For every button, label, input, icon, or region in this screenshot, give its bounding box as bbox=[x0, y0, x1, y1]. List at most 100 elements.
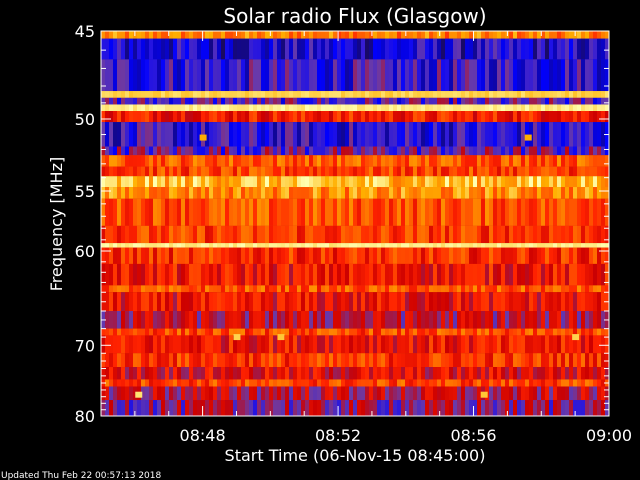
band-cell bbox=[193, 187, 197, 199]
band-cell bbox=[177, 176, 181, 188]
band-cell bbox=[561, 187, 565, 199]
band-cell bbox=[117, 155, 121, 167]
band-cell bbox=[441, 111, 445, 123]
band-cell bbox=[153, 247, 157, 264]
band-cell bbox=[505, 247, 509, 264]
band-cell bbox=[469, 292, 473, 311]
band-cell bbox=[313, 166, 317, 177]
band-cell bbox=[433, 104, 437, 111]
band-cell bbox=[169, 31, 173, 39]
band-cell bbox=[197, 38, 201, 60]
band-cell bbox=[273, 263, 277, 286]
band-cell bbox=[277, 59, 281, 92]
band-cell bbox=[321, 198, 325, 226]
band-cell bbox=[533, 155, 537, 167]
band-cell bbox=[385, 379, 389, 387]
band-cell bbox=[261, 187, 265, 199]
band-cell bbox=[401, 247, 405, 264]
band-cell bbox=[225, 311, 229, 329]
band-cell bbox=[461, 292, 465, 311]
band-cell bbox=[161, 198, 165, 226]
band-cell bbox=[397, 91, 401, 98]
band-cell bbox=[529, 155, 533, 167]
band-cell bbox=[513, 247, 517, 264]
band-cell bbox=[101, 104, 105, 111]
band-cell bbox=[277, 166, 281, 177]
band-cell bbox=[369, 247, 373, 264]
band-cell bbox=[305, 122, 309, 147]
band-cell bbox=[589, 59, 593, 92]
band-cell bbox=[441, 247, 445, 264]
band-cell bbox=[493, 400, 497, 416]
band-cell bbox=[189, 31, 193, 39]
band-cell bbox=[173, 38, 177, 60]
band-cell bbox=[445, 379, 449, 387]
band-cell bbox=[273, 353, 277, 368]
band-cell bbox=[425, 367, 429, 380]
band-cell bbox=[465, 146, 469, 156]
band-cell bbox=[505, 176, 509, 188]
band-cell bbox=[545, 176, 549, 188]
band-cell bbox=[521, 176, 525, 188]
band-cell bbox=[269, 146, 273, 156]
band-cell bbox=[577, 198, 581, 226]
band-cell bbox=[389, 198, 393, 226]
band-cell bbox=[177, 155, 181, 167]
band-cell bbox=[361, 97, 365, 105]
band-cell bbox=[297, 379, 301, 387]
band-cell bbox=[465, 198, 469, 226]
band-cell bbox=[125, 379, 129, 387]
spectrogram-band bbox=[101, 263, 609, 286]
band-cell bbox=[165, 400, 169, 416]
band-cell bbox=[189, 166, 193, 177]
band-cell bbox=[461, 38, 465, 60]
band-cell bbox=[493, 97, 497, 105]
band-cell bbox=[389, 111, 393, 123]
band-cell bbox=[573, 225, 577, 244]
band-cell bbox=[273, 104, 277, 111]
band-cell bbox=[349, 243, 353, 248]
band-cell bbox=[165, 328, 169, 336]
band-cell bbox=[253, 367, 257, 380]
band-cell bbox=[197, 263, 201, 286]
band-cell bbox=[377, 386, 381, 401]
band-cell bbox=[477, 335, 481, 354]
band-cell bbox=[265, 285, 269, 293]
band-cell bbox=[145, 122, 149, 147]
band-cell bbox=[361, 400, 365, 416]
band-cell bbox=[481, 225, 485, 244]
band-cell bbox=[261, 311, 265, 329]
band-cell bbox=[401, 335, 405, 354]
band-cell bbox=[385, 176, 389, 188]
band-cell bbox=[157, 379, 161, 387]
band-cell bbox=[205, 247, 209, 264]
band-cell bbox=[477, 285, 481, 293]
band-cell bbox=[533, 198, 537, 226]
band-cell bbox=[173, 335, 177, 354]
band-cell bbox=[353, 111, 357, 123]
band-cell bbox=[505, 111, 509, 123]
band-cell bbox=[433, 247, 437, 264]
band-cell bbox=[313, 328, 317, 336]
band-cell bbox=[605, 285, 609, 293]
band-cell bbox=[261, 400, 265, 416]
band-cell bbox=[449, 243, 453, 248]
band-cell bbox=[561, 335, 565, 354]
band-cell bbox=[381, 122, 385, 147]
band-cell bbox=[205, 59, 209, 92]
band-cell bbox=[281, 111, 285, 123]
band-cell bbox=[177, 311, 181, 329]
band-cell bbox=[113, 155, 117, 167]
band-cell bbox=[129, 187, 133, 199]
band-cell bbox=[109, 97, 113, 105]
band-cell bbox=[441, 176, 445, 188]
band-cell bbox=[437, 122, 441, 147]
band-cell bbox=[173, 285, 177, 293]
band-cell bbox=[385, 400, 389, 416]
band-cell bbox=[353, 122, 357, 147]
band-cell bbox=[257, 146, 261, 156]
band-cell bbox=[421, 155, 425, 167]
band-cell bbox=[229, 247, 233, 264]
band-cell bbox=[425, 166, 429, 177]
band-cell bbox=[181, 176, 185, 188]
